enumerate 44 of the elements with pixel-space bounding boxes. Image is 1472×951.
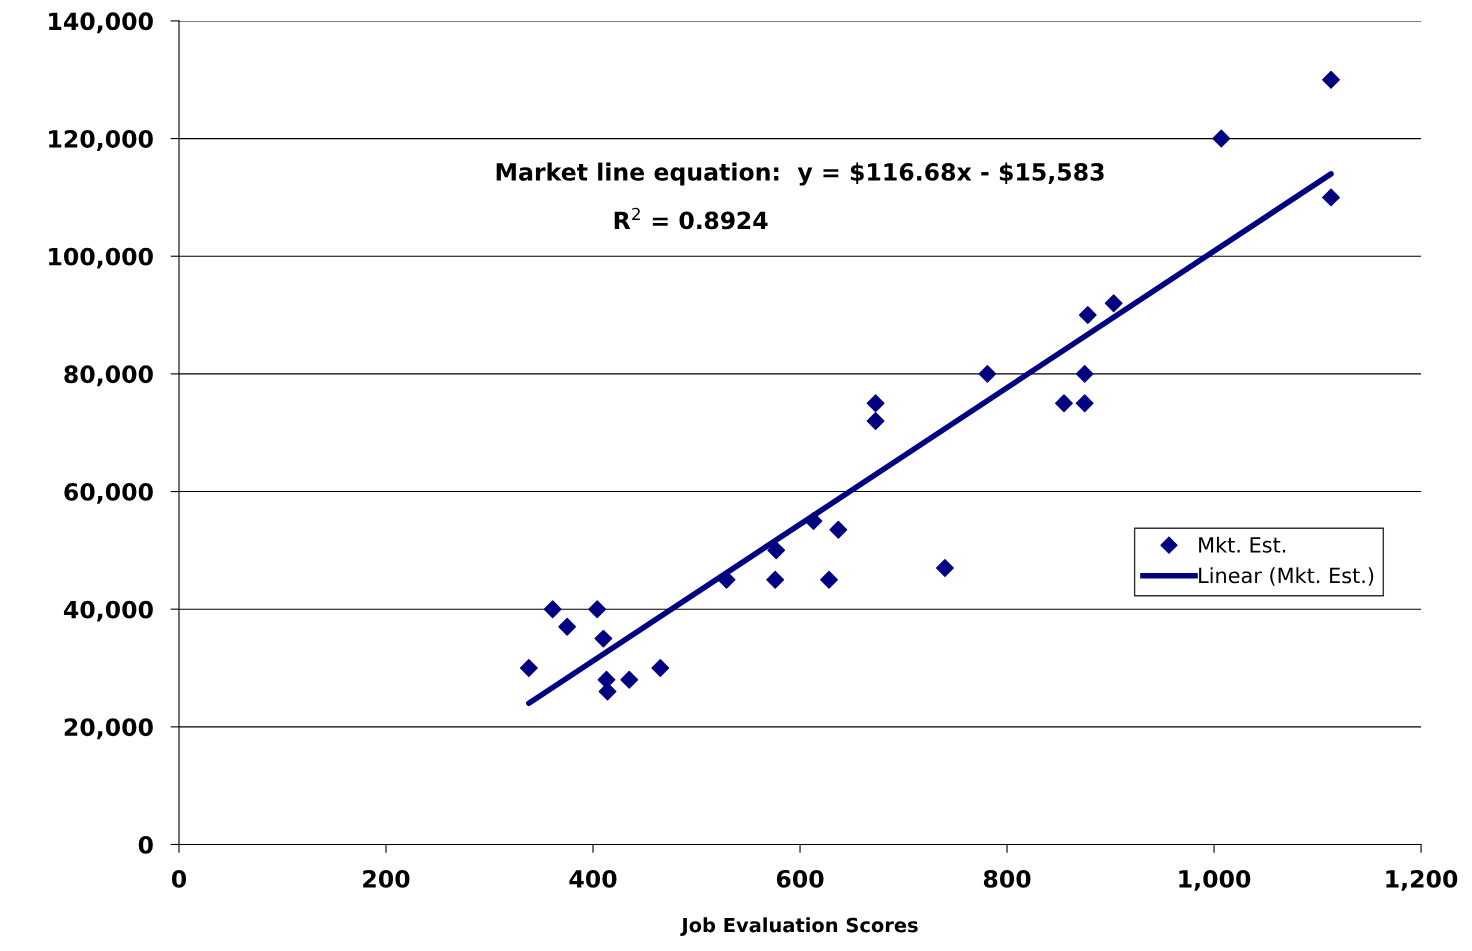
point bbox=[978, 364, 997, 383]
legend-label: Mkt. Est. bbox=[1199, 536, 1286, 553]
point bbox=[1055, 394, 1073, 413]
point bbox=[558, 617, 577, 636]
point bbox=[1078, 306, 1097, 324]
x-tick-label: 1,000 bbox=[1179, 869, 1251, 891]
point bbox=[594, 629, 613, 648]
y-tick-label: 140,000 bbox=[49, 12, 153, 34]
x-tick-label: 400 bbox=[569, 869, 617, 888]
y-tick-label: 100,000 bbox=[49, 247, 153, 269]
x-axis-title: Job Evaluation Scores bbox=[680, 917, 918, 937]
y-tick-label: 20,000 bbox=[64, 718, 153, 740]
point bbox=[1075, 394, 1094, 413]
y-tick-label: 60,000 bbox=[64, 482, 153, 504]
x-tick-label: 0 bbox=[171, 869, 187, 888]
x-tick-label: 800 bbox=[983, 869, 1031, 888]
annotation: Market line equation: y = $116.68x - $15,583 bbox=[496, 162, 1104, 186]
point bbox=[936, 559, 954, 577]
point bbox=[651, 659, 670, 677]
point bbox=[866, 412, 885, 430]
point bbox=[1322, 70, 1340, 89]
point bbox=[1075, 364, 1094, 383]
point bbox=[1212, 129, 1231, 148]
point bbox=[766, 570, 785, 589]
y-tick-label: 80,000 bbox=[64, 365, 153, 387]
point bbox=[829, 520, 848, 539]
point bbox=[1322, 188, 1340, 207]
point bbox=[804, 512, 823, 530]
y-tick-label: 0 bbox=[138, 835, 153, 854]
x-tick-label: 200 bbox=[363, 869, 410, 888]
point bbox=[543, 600, 562, 619]
y-tick-label: 40,000 bbox=[63, 600, 153, 622]
point bbox=[820, 570, 838, 589]
annotation: R$^{2}$ = 0.8924 bbox=[614, 207, 768, 230]
point bbox=[620, 670, 639, 689]
x-tick-label: 600 bbox=[776, 869, 824, 888]
point bbox=[1104, 294, 1123, 313]
point bbox=[767, 541, 786, 560]
point bbox=[866, 394, 885, 413]
x-tick-label: 1,200 bbox=[1386, 869, 1458, 891]
point bbox=[588, 600, 607, 619]
point bbox=[519, 659, 538, 677]
legend-label: Linear (Mkt. Est.) bbox=[1199, 567, 1374, 586]
y-tick-label: 120,000 bbox=[49, 130, 153, 151]
